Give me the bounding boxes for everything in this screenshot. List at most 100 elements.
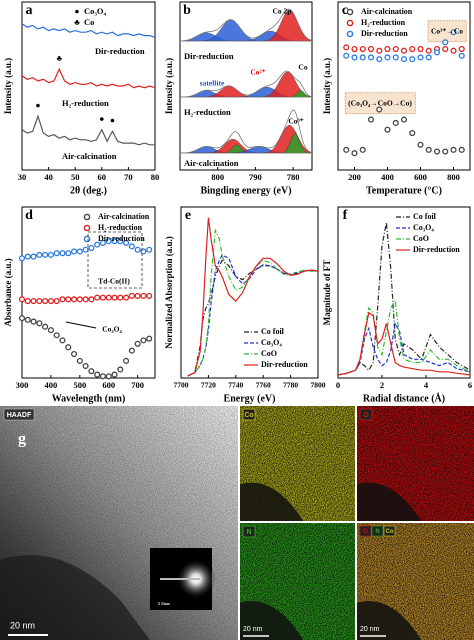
x-axis-label: Radial distance (Å) xyxy=(363,392,445,404)
legend-label: Co foil xyxy=(413,212,437,221)
data-point xyxy=(47,297,54,305)
plot-frame xyxy=(337,1,471,171)
fit-envelope xyxy=(179,70,313,98)
data-point xyxy=(417,141,424,148)
data-point xyxy=(450,146,457,153)
legend-label: Dir-reduction xyxy=(98,234,145,243)
x-tick-label: 2 xyxy=(380,380,384,390)
data-point xyxy=(458,52,465,59)
data-point xyxy=(53,332,60,339)
legend-label: H₂-reduction xyxy=(361,18,406,27)
curve-label: Air-calcination xyxy=(62,151,117,161)
data-point xyxy=(146,246,153,253)
dark-region xyxy=(240,482,304,521)
plot-frame xyxy=(179,1,313,171)
annotation: satellite xyxy=(200,79,225,88)
data-point xyxy=(24,316,31,323)
data-point xyxy=(343,146,350,153)
series-line xyxy=(337,222,471,376)
data-point xyxy=(351,150,358,157)
data-point xyxy=(36,320,43,327)
curve-label: Air-calcination xyxy=(184,158,239,168)
data-point xyxy=(140,337,147,344)
x-tick-label: 700 xyxy=(131,380,144,390)
plot-frame xyxy=(337,206,471,379)
x-axis-label: Temperature (°C) xyxy=(366,185,442,196)
data-point xyxy=(384,126,391,133)
data-point xyxy=(59,250,66,257)
data-point xyxy=(111,371,118,378)
data-point xyxy=(376,56,383,63)
legend-label: Co foil xyxy=(261,327,285,336)
legend-label: H₂-reduction xyxy=(98,223,143,232)
annotation: Co³⁺ xyxy=(288,117,303,126)
data-point xyxy=(88,296,95,303)
series-line xyxy=(21,114,155,146)
data-point xyxy=(24,297,31,305)
panel-f: 0 2 4 6 Radial distance (Å) Magnitude of FT f C… xyxy=(322,206,472,404)
fit-envelope xyxy=(179,8,313,42)
overlay-label-box xyxy=(371,525,384,537)
x-axis-label: Energy (eV) xyxy=(224,393,276,404)
map-label: O xyxy=(363,412,369,419)
series-line xyxy=(337,298,471,376)
fit-envelope xyxy=(179,109,313,154)
data-point xyxy=(18,315,26,322)
data-point xyxy=(36,297,43,305)
legend-symbol: ♣ xyxy=(74,17,80,27)
x-axis-label: Bingding energy (eV) xyxy=(200,185,291,196)
map-label-box xyxy=(242,525,256,538)
annotation-box xyxy=(87,231,143,289)
overlay-label-box xyxy=(359,525,372,537)
x-tick-label: 400 xyxy=(381,172,394,182)
data-point xyxy=(42,323,49,330)
data-point xyxy=(82,296,89,303)
series-line xyxy=(337,311,471,376)
data-point xyxy=(88,368,95,375)
data-point xyxy=(105,373,112,380)
data-point xyxy=(425,47,432,54)
data-point xyxy=(376,47,383,54)
data-point xyxy=(128,292,135,299)
panel-letter: g xyxy=(18,431,26,448)
data-point xyxy=(442,39,449,46)
x-tick-label: 80 xyxy=(151,172,160,182)
data-point xyxy=(409,129,416,137)
data-point xyxy=(24,253,31,260)
annotation: (Co₃O₄→CoO→Co) xyxy=(348,99,412,108)
x-tick-label: 0 xyxy=(336,380,340,390)
data-point xyxy=(111,294,118,301)
data-point xyxy=(343,52,350,59)
data-point xyxy=(70,296,78,303)
map-label: N xyxy=(246,529,251,536)
curve-label: Dir-reduction xyxy=(184,51,234,61)
dark-region xyxy=(357,482,422,521)
data-point xyxy=(417,45,424,53)
data-point xyxy=(30,297,37,305)
data-point xyxy=(359,54,366,61)
x-tick-label: 6 xyxy=(468,380,472,390)
data-point xyxy=(400,116,408,123)
x-tick-label: 800 xyxy=(211,172,224,182)
curve-label: H₂-reduction xyxy=(62,98,109,108)
series-line xyxy=(187,259,319,377)
data-point xyxy=(343,44,350,51)
overlay-label: Co xyxy=(386,529,394,535)
series-line xyxy=(337,321,471,376)
series-line xyxy=(187,228,318,377)
legend-label: Dir-reduction xyxy=(413,245,460,254)
data-point xyxy=(128,243,135,250)
legend-symbol xyxy=(346,30,354,38)
dark-region xyxy=(357,601,422,640)
data-point xyxy=(111,238,118,245)
annotation: Co xyxy=(298,63,307,72)
data-point xyxy=(392,54,399,61)
y-axis-label: Magnitude of FT xyxy=(322,260,332,326)
data-point xyxy=(47,251,54,258)
data-point xyxy=(30,253,37,260)
y-axis-label: Absorbance (a.u.) xyxy=(3,258,13,326)
data-point xyxy=(134,292,141,299)
data-point xyxy=(65,344,72,351)
scale-label: 20 nm xyxy=(243,626,263,633)
